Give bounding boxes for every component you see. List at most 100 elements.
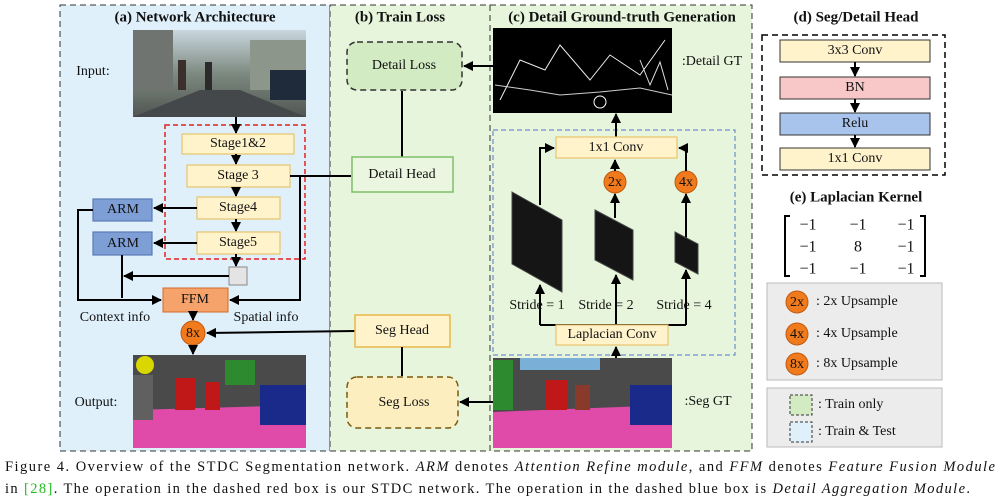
panel-title: (c) Detail Ground-truth Generation: [508, 9, 736, 25]
shape: [575, 385, 590, 410]
caption-text: Attention Refine module: [514, 459, 688, 475]
shape: [178, 60, 186, 90]
node: [779, 147, 931, 171]
node-label: Relu: [842, 116, 868, 131]
legend-icon-label: 2x: [790, 295, 804, 310]
kernel-cell: −1: [897, 217, 914, 234]
legend-icon: [785, 290, 809, 314]
node: [555, 324, 669, 346]
arrow: [77, 209, 162, 305]
node: [181, 133, 295, 155]
legend-swatch: [789, 394, 813, 416]
shape: [133, 30, 173, 90]
legend-label: : Train & Test: [818, 424, 896, 439]
caption-link[interactable]: [28]: [24, 481, 52, 497]
node-label: Seg Head: [375, 323, 429, 338]
legend-icon: [785, 322, 809, 346]
node-label: 1x1 Conv: [589, 140, 644, 155]
node-label: BN: [845, 80, 864, 95]
bracket: [784, 215, 790, 277]
kernel: −1 −1 −1 −1 8 −1 −1 −1 −1: [799, 217, 914, 278]
caption-text: Figure 4. Overview of the STDC Segmentat…: [5, 459, 414, 475]
node-label: Stage5: [219, 235, 257, 250]
panel-title: (b) Train Loss: [355, 9, 445, 25]
node-label: Stride = 4: [656, 298, 711, 313]
shape: [520, 358, 600, 370]
arrow: [539, 143, 555, 205]
bracket: [920, 215, 926, 277]
panel-title: (a) Network Architecture: [114, 9, 275, 25]
caption-text: ARM: [415, 459, 450, 475]
node-label: 4x: [679, 175, 693, 190]
node-label: Stage1&2: [210, 136, 266, 151]
label: Spatial info: [234, 310, 299, 325]
node-label: 3x3 Conv: [828, 43, 883, 58]
label: Input:: [76, 64, 109, 79]
node-label: Detail Head: [368, 167, 435, 182]
node: [346, 376, 459, 429]
caption-line: Figure 4. Overview of the STDC Segmentat…: [5, 459, 996, 475]
node: [162, 287, 229, 313]
arrow: [678, 143, 688, 171]
node-label: ARM: [107, 202, 139, 217]
node: [354, 314, 451, 348]
label: :Detail GT: [682, 54, 743, 69]
shape: [493, 360, 513, 410]
node: [555, 136, 678, 159]
legend-label: : 2x Upsample: [816, 294, 898, 309]
shape: [593, 95, 607, 109]
arrow: [206, 327, 356, 338]
shape: [136, 356, 154, 374]
node: [346, 41, 463, 91]
legend-label: : Train only: [818, 397, 883, 412]
node-label: Stride = 1: [509, 298, 564, 313]
caption-text: in: [5, 481, 23, 497]
node-label: Laplacian Conv: [567, 327, 656, 342]
kernel-cell: −1: [799, 239, 816, 256]
label: :Seg GT: [684, 394, 732, 409]
node: [228, 266, 248, 286]
head-box: [761, 34, 946, 176]
caption-text: denotes: [764, 459, 827, 475]
shape: [545, 380, 567, 410]
seg-gt-image: [493, 358, 672, 448]
shape: [493, 405, 672, 448]
panel-title: (e) Laplacian Kernel: [790, 189, 922, 205]
shape: [205, 382, 220, 410]
node-label: ARM: [107, 236, 139, 251]
shape: [499, 39, 666, 101]
legend-label: : 8x Upsample: [816, 356, 898, 371]
feature-map: [511, 191, 563, 293]
node-label: 2x: [608, 175, 622, 190]
shape: [205, 62, 212, 90]
output-image: [133, 355, 306, 448]
kernel-cell: −1: [799, 261, 816, 278]
label: Output:: [75, 395, 118, 410]
legend-icon-label: 8x: [790, 357, 804, 372]
panel-title: (d) Seg/Detail Head: [794, 9, 920, 25]
node-label: 1x1 Conv: [828, 151, 883, 166]
kernel-cell: −1: [849, 261, 866, 278]
caption-text: Feature Fusion Module: [827, 459, 995, 475]
shape: [630, 385, 672, 425]
caption-text: .: [966, 481, 970, 497]
caption-text: Detail Aggregation Module: [771, 481, 965, 497]
kernel-cell: −1: [897, 261, 914, 278]
kernel-cell: −1: [897, 239, 914, 256]
shape: [133, 90, 306, 117]
detail-gt-image: [493, 28, 673, 113]
node-label: Stage 3: [217, 168, 259, 183]
node-label: Stage4: [219, 200, 257, 215]
caption-text: , and: [689, 459, 728, 475]
input-image: [133, 30, 306, 117]
feature-map: [674, 231, 699, 275]
kernel-cell: 8: [854, 239, 862, 256]
legend-swatch: [789, 421, 813, 443]
node-label: 8x: [186, 326, 200, 341]
node-label: Seg Loss: [379, 395, 430, 410]
shape: [639, 59, 669, 91]
shape: [260, 385, 306, 425]
shape: [225, 360, 255, 385]
node: [351, 156, 454, 193]
